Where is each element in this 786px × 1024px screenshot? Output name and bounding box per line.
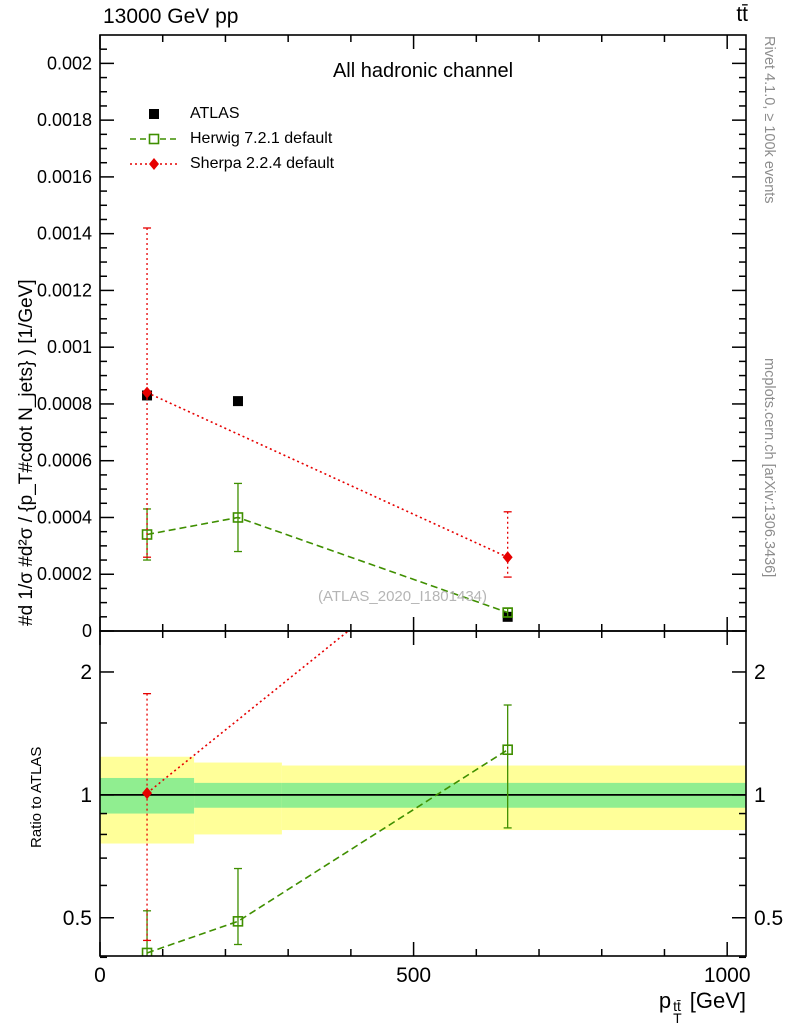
svg-text:0.0016: 0.0016 (37, 167, 92, 187)
x-axis-sup: tt̄ (673, 998, 681, 1014)
x-axis-unit: [GeV] (683, 988, 746, 1013)
svg-text:0: 0 (82, 621, 92, 641)
svg-text:0.0004: 0.0004 (37, 507, 92, 527)
beam-energy-title: 13000 GeV pp (103, 5, 239, 28)
legend-row-sherpa: Sherpa 2.2.4 default (128, 153, 334, 175)
svg-text:0.5: 0.5 (63, 907, 92, 930)
svg-text:0.0002: 0.0002 (37, 564, 92, 584)
analysis-watermark: (ATLAS_2020_I1801434) (318, 588, 488, 605)
svg-text:0.5: 0.5 (754, 907, 783, 930)
ratio-axis-title: Ratio to ATLAS (28, 746, 45, 848)
svg-text:0.0006: 0.0006 (37, 451, 92, 471)
tick-labels: 0 0.0002 0.0004 0.0006 0.0008 0.001 0.0012 0.00… (37, 53, 783, 987)
ratio-series (141, 631, 513, 956)
x-axis-sub: T (673, 1010, 682, 1024)
process-title: tt̄ (736, 3, 748, 26)
svg-text:1: 1 (754, 784, 766, 807)
legend-label-herwig: Herwig 7.2.1 default (190, 130, 333, 147)
svg-text:0: 0 (94, 964, 106, 987)
legend-label-atlas: ATLAS (190, 105, 240, 122)
x-axis-base: p (658, 988, 672, 1013)
axis-ticks (99, 35, 746, 959)
legend: ATLAS Herwig 7.2.1 default Sherpa 2.2.4 … (128, 103, 334, 175)
mcplots-reference-note: mcplots.cern.ch [arXiv:1306.3436] (761, 358, 777, 578)
legend-label-sherpa: Sherpa 2.2.4 default (190, 155, 335, 172)
svg-text:1000: 1000 (704, 964, 751, 987)
svg-text:500: 500 (396, 964, 431, 987)
atlas-marker-icon (149, 109, 159, 119)
svg-text:0.0008: 0.0008 (37, 394, 92, 414)
svg-text:1: 1 (80, 784, 92, 807)
rivet-version-note: Rivet 4.1.0, ≥ 100k events (761, 36, 777, 204)
x-axis-subsup: tt̄ T (673, 998, 682, 1024)
y-axis-title: #d 1/σ #d²σ / {p_T#cdot N_jets} ) [1/GeV… (16, 279, 37, 626)
svg-text:0.0018: 0.0018 (37, 110, 92, 130)
ratio-bands (100, 756, 746, 844)
herwig-marker-icon (130, 133, 178, 145)
svg-text:0.002: 0.002 (47, 53, 92, 73)
svg-text:0.001: 0.001 (47, 337, 92, 357)
legend-row-herwig: Herwig 7.2.1 default (128, 128, 334, 150)
sherpa-marker-icon (130, 158, 178, 170)
svg-text:0.0012: 0.0012 (37, 280, 92, 300)
svg-text:0.0014: 0.0014 (37, 224, 92, 244)
svg-text:2: 2 (754, 661, 766, 684)
legend-row-atlas: ATLAS (128, 103, 334, 125)
main-series (141, 227, 513, 622)
x-axis-title: p tt̄ T [GeV] (658, 988, 746, 1024)
ratio-frame (99, 630, 747, 957)
plot-title: All hadronic channel (332, 60, 514, 82)
svg-text:2: 2 (80, 661, 92, 684)
